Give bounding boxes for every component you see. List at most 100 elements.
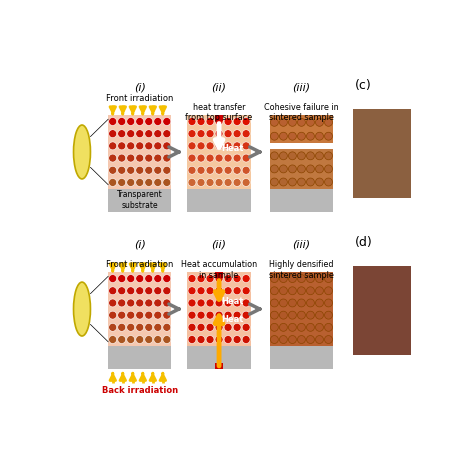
Circle shape bbox=[298, 274, 305, 283]
Circle shape bbox=[197, 287, 205, 295]
Text: (iii): (iii) bbox=[292, 239, 310, 249]
Circle shape bbox=[270, 323, 278, 331]
Circle shape bbox=[233, 179, 241, 186]
Circle shape bbox=[233, 299, 241, 307]
Circle shape bbox=[233, 142, 241, 150]
Circle shape bbox=[233, 166, 241, 174]
Circle shape bbox=[118, 274, 126, 283]
Circle shape bbox=[163, 299, 171, 307]
Circle shape bbox=[325, 274, 332, 283]
Circle shape bbox=[298, 336, 305, 344]
Circle shape bbox=[298, 165, 305, 173]
Circle shape bbox=[224, 274, 232, 283]
Circle shape bbox=[215, 130, 223, 137]
Circle shape bbox=[325, 132, 332, 140]
Circle shape bbox=[224, 179, 232, 186]
Circle shape bbox=[206, 299, 214, 307]
Circle shape bbox=[136, 311, 144, 319]
Bar bbox=[215, 115, 223, 121]
Circle shape bbox=[233, 336, 241, 344]
Circle shape bbox=[270, 132, 278, 140]
Circle shape bbox=[242, 287, 250, 295]
Circle shape bbox=[316, 323, 323, 331]
Circle shape bbox=[206, 287, 214, 295]
Circle shape bbox=[280, 287, 287, 295]
Circle shape bbox=[289, 323, 296, 331]
Circle shape bbox=[109, 336, 117, 344]
Circle shape bbox=[197, 274, 205, 283]
Circle shape bbox=[224, 118, 232, 126]
Circle shape bbox=[127, 130, 135, 137]
Circle shape bbox=[136, 179, 144, 186]
Circle shape bbox=[307, 152, 314, 160]
Circle shape bbox=[136, 287, 144, 295]
Circle shape bbox=[215, 311, 223, 319]
Bar bbox=[108, 189, 171, 212]
Circle shape bbox=[118, 179, 126, 186]
Text: Heat: Heat bbox=[221, 297, 244, 306]
Circle shape bbox=[298, 118, 305, 126]
Circle shape bbox=[289, 311, 296, 319]
Circle shape bbox=[127, 142, 135, 150]
Circle shape bbox=[298, 152, 305, 160]
Text: (i): (i) bbox=[134, 82, 146, 92]
Text: (ii): (ii) bbox=[211, 82, 227, 92]
Bar bbox=[108, 346, 171, 369]
Circle shape bbox=[215, 154, 223, 162]
Circle shape bbox=[316, 165, 323, 173]
Circle shape bbox=[233, 274, 241, 283]
Bar bbox=[270, 189, 333, 212]
Text: (c): (c) bbox=[355, 79, 371, 92]
Circle shape bbox=[188, 287, 196, 295]
Text: (d): (d) bbox=[355, 237, 372, 249]
Circle shape bbox=[233, 323, 241, 331]
Circle shape bbox=[197, 142, 205, 150]
Bar bbox=[215, 273, 223, 278]
Bar bbox=[353, 266, 411, 355]
Circle shape bbox=[325, 118, 332, 126]
Circle shape bbox=[270, 336, 278, 344]
Circle shape bbox=[224, 287, 232, 295]
Circle shape bbox=[163, 323, 171, 331]
Circle shape bbox=[280, 178, 287, 186]
Circle shape bbox=[109, 130, 117, 137]
Circle shape bbox=[270, 287, 278, 295]
Circle shape bbox=[224, 299, 232, 307]
Circle shape bbox=[270, 152, 278, 160]
Circle shape bbox=[325, 152, 332, 160]
Circle shape bbox=[188, 118, 196, 126]
Circle shape bbox=[316, 274, 323, 283]
Circle shape bbox=[224, 323, 232, 331]
Circle shape bbox=[197, 166, 205, 174]
Circle shape bbox=[270, 311, 278, 319]
Circle shape bbox=[270, 274, 278, 283]
Circle shape bbox=[154, 274, 162, 283]
Circle shape bbox=[280, 132, 287, 140]
Circle shape bbox=[280, 165, 287, 173]
Circle shape bbox=[163, 179, 171, 186]
Circle shape bbox=[154, 299, 162, 307]
Circle shape bbox=[289, 299, 296, 307]
Circle shape bbox=[215, 323, 223, 331]
Circle shape bbox=[298, 323, 305, 331]
Circle shape bbox=[118, 166, 126, 174]
Circle shape bbox=[289, 165, 296, 173]
Circle shape bbox=[307, 178, 314, 186]
Circle shape bbox=[127, 336, 135, 344]
Circle shape bbox=[316, 132, 323, 140]
Circle shape bbox=[289, 152, 296, 160]
Circle shape bbox=[197, 154, 205, 162]
Circle shape bbox=[242, 336, 250, 344]
Circle shape bbox=[206, 274, 214, 283]
Circle shape bbox=[109, 154, 117, 162]
Circle shape bbox=[118, 130, 126, 137]
Circle shape bbox=[109, 142, 117, 150]
Circle shape bbox=[109, 166, 117, 174]
Text: Heat accumulation
in sample: Heat accumulation in sample bbox=[181, 260, 257, 280]
Circle shape bbox=[145, 118, 153, 126]
Circle shape bbox=[197, 311, 205, 319]
Circle shape bbox=[136, 323, 144, 331]
Circle shape bbox=[307, 311, 314, 319]
Circle shape bbox=[307, 165, 314, 173]
Circle shape bbox=[215, 142, 223, 150]
